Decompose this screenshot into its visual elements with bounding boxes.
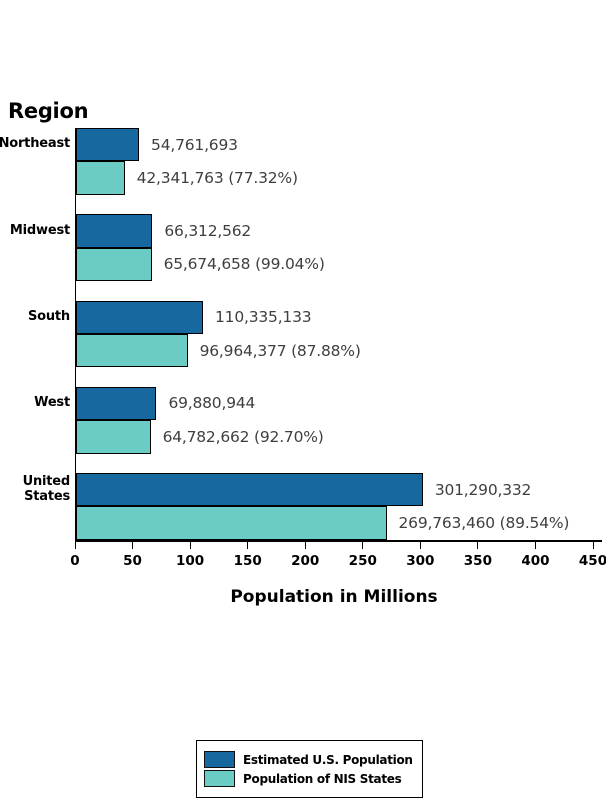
- legend: Estimated U.S. Population Population of …: [196, 740, 423, 798]
- tick-label-100: 100: [176, 553, 205, 569]
- legend-swatch-nis-states-population: [204, 770, 235, 787]
- value-label-estimated-u-s-population-midwest: 66,312,562: [164, 221, 252, 240]
- value-label-estimated-u-s-population-united-states: 301,290,332: [434, 480, 532, 499]
- category-label-west: West: [34, 395, 70, 410]
- bar-estimated-u-s-population-south: [76, 300, 203, 334]
- tick-label-200: 200: [291, 553, 320, 569]
- tick-label-350: 350: [463, 553, 492, 569]
- tick-50: [132, 540, 134, 549]
- tick-label-0: 0: [70, 553, 80, 569]
- category-label-united-states: United States: [22, 473, 71, 504]
- chart-title: Region: [8, 99, 89, 123]
- value-label-population-of-nis-states-northeast: 42,341,763 (77.32%): [136, 169, 298, 188]
- legend-item-nis-states-population: Population of NIS States: [204, 770, 422, 787]
- y-axis-line: [75, 128, 76, 541]
- legend-item-estimated-population: Estimated U.S. Population: [204, 751, 422, 768]
- tick-100: [189, 540, 191, 549]
- value-label-population-of-nis-states-united-states: 269,763,460 (89.54%): [398, 514, 570, 533]
- tick-450: [592, 540, 594, 549]
- tick-150: [247, 540, 249, 549]
- tick-300: [419, 540, 421, 549]
- x-axis-line: [75, 540, 602, 542]
- value-label-estimated-u-s-population-south: 110,335,133: [215, 308, 312, 327]
- category-label-south: South: [27, 308, 70, 324]
- bar-population-of-nis-states-south: [76, 333, 188, 368]
- value-label-estimated-u-s-population-west: 69,880,944: [168, 394, 256, 413]
- category-label-northeast: Northeast: [0, 136, 70, 152]
- legend-label-nis-states-population: Population of NIS States: [243, 771, 402, 786]
- tick-label-300: 300: [406, 553, 435, 569]
- tick-label-450: 450: [578, 553, 606, 569]
- bar-population-of-nis-states-northeast: [76, 161, 125, 195]
- tick-0: [74, 540, 76, 549]
- bar-estimated-u-s-population-united-states: [76, 473, 423, 507]
- tick-350: [477, 540, 479, 549]
- tick-label-50: 50: [123, 553, 142, 569]
- category-label-midwest: Midwest: [9, 222, 70, 238]
- tick-label-250: 250: [348, 553, 377, 569]
- tick-200: [304, 540, 306, 549]
- bar-population-of-nis-states-west: [76, 420, 151, 454]
- legend-label-estimated-population: Estimated U.S. Population: [243, 752, 413, 767]
- bar-population-of-nis-states-united-states: [76, 506, 387, 540]
- bar-population-of-nis-states-midwest: [76, 247, 152, 282]
- tick-label-150: 150: [233, 553, 262, 569]
- value-label-estimated-u-s-population-northeast: 54,761,693: [151, 135, 238, 154]
- legend-swatch-estimated-population: [204, 751, 235, 768]
- bar-estimated-u-s-population-midwest: [76, 214, 153, 248]
- value-label-population-of-nis-states-south: 96,964,377 (87.88%): [199, 341, 361, 360]
- bar-estimated-u-s-population-northeast: [76, 128, 140, 162]
- value-label-population-of-nis-states-midwest: 65,674,658 (99.04%): [163, 255, 325, 274]
- tick-250: [362, 540, 364, 549]
- tick-400: [534, 540, 536, 549]
- value-label-population-of-nis-states-west: 64,782,662 (92.70%): [162, 427, 324, 446]
- x-axis-title: Population in Millions: [230, 587, 438, 607]
- tick-label-400: 400: [521, 553, 550, 569]
- bar-estimated-u-s-population-west: [76, 386, 157, 421]
